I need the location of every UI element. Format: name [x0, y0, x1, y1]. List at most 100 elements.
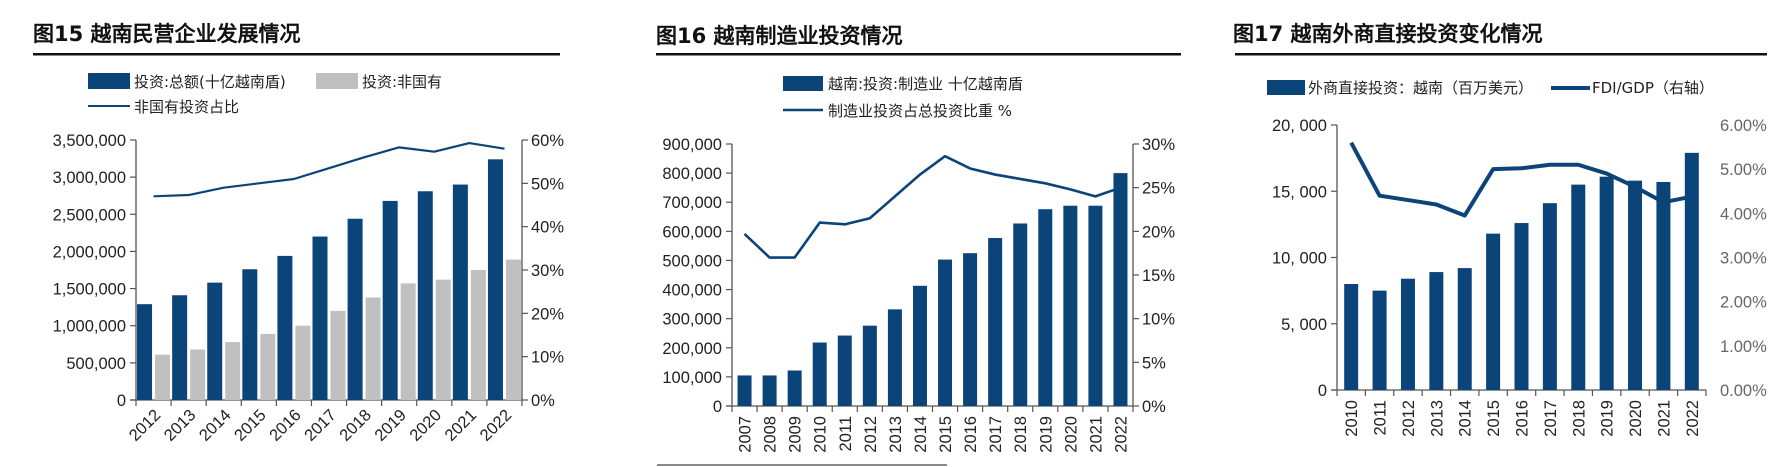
x-tick-label: 2020: [1062, 416, 1080, 453]
left-y-tick-label: 10, 000: [1272, 250, 1327, 268]
right-y-tick-label: 5.00%: [1720, 161, 1767, 179]
left-y-tick-label: 3,000,000: [53, 169, 126, 187]
bar-fig16-bar-0-2011: [837, 335, 852, 406]
left-y-tick-label: 0: [713, 398, 722, 416]
x-tick-label: 2007: [737, 416, 755, 453]
left-y-tick-label: 2,000,000: [53, 243, 126, 261]
figure-16-title-rule: [656, 53, 1181, 56]
left-y-tick-label: 1,500,000: [53, 281, 126, 299]
legend-label-fdi: 外商直接投资：越南（百万美元）: [1308, 79, 1533, 97]
bar-fig15-bar-1-2022: [505, 259, 521, 400]
right-y-tick-label: 5%: [1142, 354, 1166, 372]
bar-fig16-bar-0-2009: [787, 370, 802, 406]
bar-fig16-bar-0-2010: [812, 342, 827, 406]
bar-fig15-bar-0-2015: [242, 269, 258, 400]
bar-fig17-bar-0-2012: [1400, 278, 1415, 390]
left-y-tick-label: 1,000,000: [53, 318, 126, 336]
right-y-tick-label: 10%: [531, 349, 564, 367]
bar-fig15-bar-0-2014: [207, 282, 223, 400]
left-y-tick-label: 700,000: [662, 194, 722, 212]
bar-fig16-bar-0-2015: [938, 259, 953, 406]
left-y-tick-label: 20, 000: [1272, 117, 1327, 135]
figure-17: 图17 越南外商直接投资变化情况 外商直接投资：越南（百万美元） FDI/GDP…: [1233, 22, 1767, 437]
x-tick-label: 2020: [1627, 400, 1645, 437]
right-y-tick-label: 2.00%: [1720, 294, 1767, 312]
x-tick-label: 2022: [477, 406, 516, 445]
bar-fig17-bar-0-2011: [1372, 290, 1387, 390]
bar-fig16-bar-0-2019: [1038, 209, 1053, 406]
right-y-tick-label: 25%: [1142, 180, 1175, 198]
bar-fig16-bar-0-2007: [737, 375, 752, 406]
figure-15-plot: 0 500,000 1,000,000 1,500,000 2,000,000 2,500…: [53, 132, 565, 445]
bar-fig15-bar-1-2012: [155, 354, 171, 400]
right-y-tick-label: 0%: [531, 392, 555, 410]
left-y-tick-label: 5, 000: [1281, 316, 1327, 334]
left-y-tick-label: 500,000: [662, 252, 722, 270]
x-tick-label: 2022: [1112, 416, 1130, 453]
x-tick-label: 2018: [1570, 400, 1588, 437]
left-y-tick-label: 900,000: [662, 136, 722, 154]
right-y-tick-label: 1.00%: [1720, 338, 1767, 356]
left-y-tick-label: 0: [117, 392, 126, 410]
legend-swatch-non-state-investment: [316, 73, 358, 89]
legend-label-manufacturing-investment: 越南:投资:制造业 十亿越南盾: [828, 75, 1023, 93]
x-tick-label: 2016: [1514, 400, 1532, 437]
x-tick-label: 2010: [1343, 400, 1361, 437]
figure-16-bottom-rule: [657, 464, 947, 466]
right-y-tick-label: 30%: [531, 262, 564, 280]
x-tick-label: 2018: [1012, 416, 1030, 453]
legend-label-non-state-investment: 投资:非国有: [362, 73, 442, 91]
x-tick-label: 2021: [1087, 416, 1105, 453]
bar-fig16-bar-0-2014: [912, 285, 927, 406]
bar-fig17-bar-0-2016: [1514, 223, 1529, 390]
x-tick-label: 2009: [787, 416, 805, 453]
legend-label-fdi-gdp: FDI/GDP（右轴）: [1592, 79, 1714, 97]
bar-fig15-bar-0-2020: [417, 191, 433, 400]
x-tick-label: 2010: [812, 416, 830, 453]
right-y-tick-label: 20%: [1142, 223, 1175, 241]
x-tick-label: 2013: [161, 406, 200, 445]
left-y-tick-label: 500,000: [66, 355, 126, 373]
bar-fig17-bar-0-2013: [1429, 272, 1444, 390]
bar-fig15-bar-1-2020: [435, 279, 451, 400]
x-tick-label: 2021: [1655, 400, 1673, 437]
bar-fig15-bar-0-2016: [277, 255, 293, 400]
bar-fig16-bar-0-2017: [988, 238, 1003, 406]
figure-17-title-rule: [1235, 53, 1767, 56]
bar-fig15-bar-0-2022: [487, 159, 503, 400]
right-y-tick-label: 3.00%: [1720, 250, 1767, 268]
bar-fig15-bar-0-2018: [347, 218, 363, 400]
line-fig16-share: [743, 154, 1121, 259]
bar-fig16-bar-0-2018: [1013, 223, 1028, 406]
bar-fig17-bar-0-2021: [1656, 181, 1671, 390]
left-y-tick-label: 3,500,000: [53, 132, 126, 150]
x-tick-label: 2016: [962, 416, 980, 453]
x-tick-label: 2021: [442, 406, 481, 445]
bar-fig16-bar-0-2016: [963, 253, 978, 406]
left-y-tick-label: 2,500,000: [53, 206, 126, 224]
right-y-tick-label: 4.00%: [1720, 205, 1767, 223]
bar-fig15-bar-1-2018: [365, 297, 381, 400]
left-y-tick-label: 800,000: [662, 165, 722, 183]
x-tick-label: 2012: [126, 406, 165, 445]
bar-fig16-bar-0-2008: [762, 375, 777, 406]
x-tick-label: 2012: [1400, 400, 1418, 437]
right-y-tick-label: 6.00%: [1720, 117, 1767, 135]
x-tick-label: 2017: [301, 406, 340, 445]
x-tick-label: 2020: [406, 406, 445, 445]
bar-fig17-bar-0-2014: [1457, 268, 1472, 390]
bar-fig17-bar-0-2017: [1542, 203, 1557, 390]
bar-fig15-bar-1-2014: [225, 342, 241, 400]
right-y-tick-label: 50%: [531, 175, 564, 193]
figure-15-title: 图15 越南民营企业发展情况: [33, 22, 301, 46]
x-tick-label: 2018: [336, 406, 375, 445]
legend-label-total-investment: 投资:总额(十亿越南盾): [134, 73, 286, 91]
right-y-tick-label: 40%: [531, 219, 564, 237]
x-tick-label: 2011: [1372, 400, 1390, 435]
left-y-tick-label: 400,000: [662, 282, 722, 300]
bar-fig16-bar-0-2012: [862, 325, 877, 406]
x-tick-label: 2016: [266, 406, 305, 445]
legend-label-manufacturing-share: 制造业投资占总投资比重 %: [828, 102, 1012, 120]
right-y-tick-label: 60%: [531, 132, 564, 150]
